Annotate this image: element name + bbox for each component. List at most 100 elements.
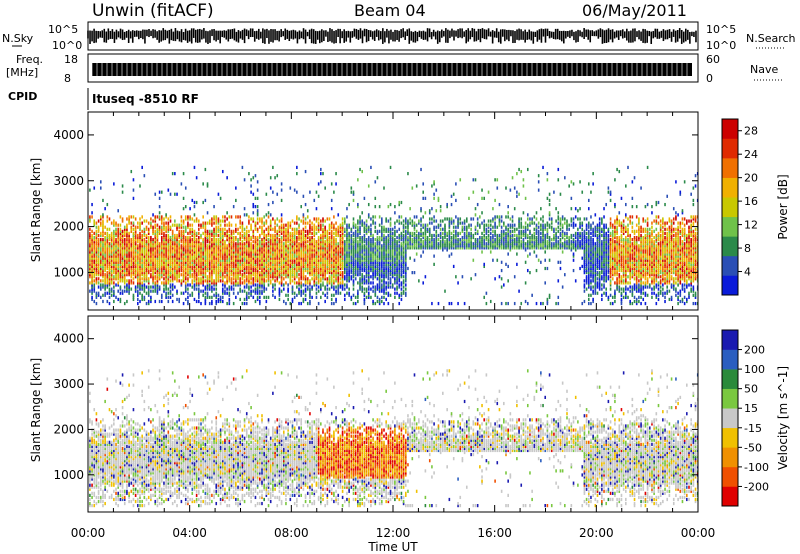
power-cell <box>280 281 283 285</box>
power-cell <box>152 266 154 271</box>
power-cell <box>330 252 333 256</box>
power-cell <box>117 235 120 240</box>
power-cell <box>178 264 181 269</box>
power-cell <box>367 225 370 229</box>
power-cell <box>174 275 176 279</box>
power-cell <box>261 266 263 271</box>
power-cell <box>385 275 387 279</box>
power-cell <box>330 256 333 260</box>
power-cell <box>230 242 233 246</box>
power-cell <box>117 240 120 244</box>
power-cell <box>372 250 374 254</box>
power-cell <box>97 227 100 231</box>
power-cell <box>182 264 185 269</box>
power-cell <box>180 258 183 262</box>
power-cell <box>187 252 189 256</box>
power-cell <box>211 277 213 281</box>
power-cell <box>245 258 248 262</box>
power-cell <box>113 271 115 275</box>
power-cell <box>165 287 167 291</box>
power-cell <box>341 227 344 231</box>
power-cell <box>113 233 115 238</box>
power-cell <box>341 285 344 289</box>
power-cell <box>239 260 242 264</box>
power-cell <box>372 289 374 293</box>
power-cell <box>237 275 239 279</box>
power-cell <box>337 281 340 285</box>
power-cell <box>95 235 98 240</box>
power-cell <box>330 273 333 277</box>
power-cell <box>106 219 109 223</box>
power-cell <box>269 266 272 271</box>
power-cell <box>134 271 137 275</box>
power-cell <box>330 301 333 306</box>
power-cell <box>330 281 333 285</box>
power-cell <box>359 260 361 264</box>
power-cell <box>182 235 185 240</box>
power-cell <box>389 229 392 233</box>
power-cell <box>254 227 257 231</box>
power-cell <box>130 287 133 291</box>
power-cell <box>348 279 350 283</box>
power-cell <box>285 264 287 269</box>
power-cell <box>217 242 220 246</box>
power-cell <box>296 264 298 269</box>
power-cell <box>259 271 261 275</box>
power-cell <box>367 256 370 260</box>
power-cell <box>147 240 150 244</box>
power-cell <box>167 266 170 271</box>
power-cell <box>154 229 157 233</box>
power-cell <box>289 233 292 238</box>
power-cell <box>309 231 311 236</box>
power-cell <box>335 264 337 269</box>
power-cell <box>324 256 326 260</box>
power-cell <box>152 279 154 283</box>
power-cell <box>315 248 318 252</box>
power-cell <box>274 273 276 277</box>
power-cell <box>385 297 387 302</box>
power-cell <box>274 256 276 260</box>
power-cell <box>235 258 237 262</box>
power-cell <box>289 262 292 266</box>
power-cell <box>217 229 220 233</box>
power-cell <box>346 227 348 231</box>
power-cell <box>282 271 285 275</box>
power-cell <box>200 242 202 246</box>
power-cell <box>215 242 218 246</box>
power-cell <box>113 242 115 246</box>
power-cell <box>202 221 204 225</box>
power-cell <box>206 258 209 262</box>
power-cell <box>123 238 126 242</box>
power-cell <box>367 202 370 207</box>
power-cell <box>302 277 305 281</box>
power-cell <box>359 221 361 225</box>
power-cell <box>104 273 106 277</box>
power-cell <box>365 225 368 229</box>
power-cell <box>357 225 359 229</box>
power-cell <box>248 275 250 279</box>
power-cell <box>339 258 342 262</box>
power-cell <box>237 238 239 242</box>
power-cell <box>99 186 102 190</box>
power-cell <box>232 264 235 269</box>
power-cell <box>402 262 405 266</box>
power-cell <box>263 229 265 233</box>
power-cell <box>337 279 340 283</box>
power-cell <box>269 244 272 248</box>
power-cell <box>330 225 333 229</box>
power-cell <box>311 227 313 231</box>
power-cell <box>385 285 387 289</box>
power-cell <box>350 297 353 302</box>
power-cell <box>269 227 272 231</box>
power-cell <box>126 260 128 264</box>
power-cell <box>330 223 333 227</box>
power-cell <box>400 283 403 287</box>
power-cell <box>180 229 183 233</box>
power-cell <box>224 289 226 293</box>
power-cell <box>178 266 181 271</box>
power-cell <box>317 285 320 289</box>
power-cell <box>265 248 268 252</box>
power-cell <box>215 256 218 260</box>
power-cell <box>256 240 259 244</box>
power-cell <box>108 238 111 242</box>
